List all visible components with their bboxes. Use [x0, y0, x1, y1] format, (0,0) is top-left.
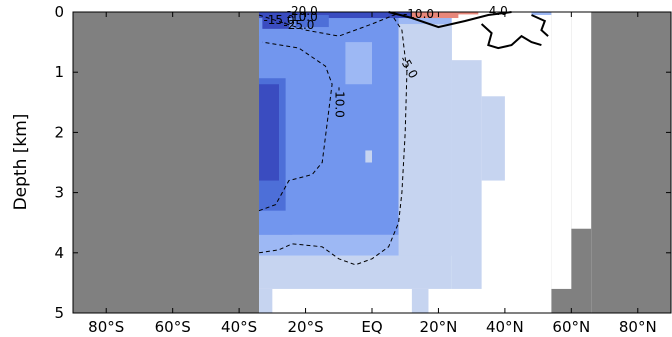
- x-tick-label-3: 20°S: [288, 318, 324, 336]
- x-tick-label-4: EQ: [361, 318, 382, 336]
- y-axis: 0 1 2 3 4 5: [54, 3, 671, 322]
- heatmap-cell-10: [259, 255, 452, 289]
- heatmap-cell-16: [259, 12, 412, 19]
- x-tick-label-0: 80°S: [88, 318, 124, 336]
- y-tick-label-1: 1: [54, 63, 64, 81]
- heatmap-cell-12: [411, 288, 429, 313]
- x-axis: 80°S 60°S 40°S 20°S EQ 20°N 40°N 60°N 80°N: [88, 12, 657, 336]
- contour-label-6: -10.0: [403, 7, 434, 21]
- heatmap-cell-8: [345, 42, 372, 85]
- y-tick-label-3: 3: [54, 184, 64, 202]
- contour-labels: -5.0-10.0-10.0-15.0-20.0-25.0-10.0 4.0: [263, 4, 507, 118]
- heatmap-cell-19: [411, 12, 459, 19]
- contour-label-7: 4.0: [489, 4, 508, 18]
- y-tick-label-5: 5: [54, 304, 64, 322]
- contour-label-3: -15.0: [263, 13, 294, 27]
- contour-label-1: -10.0: [332, 87, 346, 118]
- contour-label-2: -10.0: [287, 10, 318, 24]
- x-tick-label-2: 40°S: [221, 318, 257, 336]
- contour-line-2: [258, 12, 399, 37]
- y-tick-label-2: 2: [54, 123, 64, 141]
- y-tick-label-0: 0: [54, 3, 64, 21]
- heatmap-cell-25: [591, 12, 671, 313]
- heatmap-cell-15: [365, 150, 372, 163]
- contour-label-4: -20.0: [287, 4, 318, 18]
- x-tick-label-5: 20°N: [420, 318, 458, 336]
- heatmap-cell-23: [551, 12, 572, 289]
- heatmap-cell-21: [531, 12, 555, 16]
- heatmap-cell-14: [481, 96, 505, 181]
- contour-line-5: [531, 14, 549, 37]
- heatmap-cell-9: [398, 24, 452, 256]
- heatmap-cell-11: [259, 288, 273, 313]
- heatmap-cell-0: [73, 12, 260, 313]
- x-tick-label-1: 60°S: [155, 318, 191, 336]
- contour-line-3: [388, 11, 512, 29]
- heatmap-cell-13: [451, 60, 482, 289]
- heatmap-cell-20: [451, 12, 479, 15]
- heatmap-cell-17: [262, 16, 289, 29]
- x-tick-label-6: 40°N: [486, 318, 524, 336]
- y-tick-label-4: 4: [54, 244, 64, 262]
- contour-lines: [258, 11, 549, 266]
- contour-label-5: -25.0: [283, 18, 314, 32]
- contour-line-4: [480, 23, 542, 50]
- x-tick-label-7: 60°N: [552, 318, 590, 336]
- heatmap-cell-18: [295, 15, 329, 28]
- heatmap-cell-6: [259, 84, 279, 181]
- contour-line-0: [258, 41, 333, 212]
- x-tick-label-8: 80°N: [619, 318, 657, 336]
- heatmap-cells: [73, 12, 671, 313]
- heatmap-cell-24: [571, 12, 592, 229]
- y-axis-label: Depth [km]: [11, 114, 31, 211]
